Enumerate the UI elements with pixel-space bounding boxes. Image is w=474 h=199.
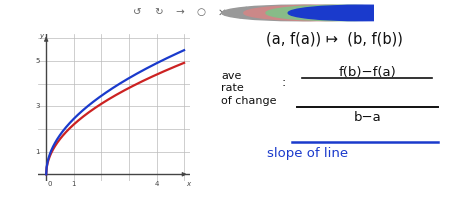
Circle shape bbox=[288, 5, 436, 21]
Text: ○: ○ bbox=[196, 7, 205, 18]
Text: 4: 4 bbox=[155, 181, 159, 187]
Text: y: y bbox=[39, 33, 43, 39]
Circle shape bbox=[266, 5, 414, 21]
Text: ↻: ↻ bbox=[155, 7, 163, 18]
Text: ave
rate
of change: ave rate of change bbox=[221, 71, 277, 106]
Text: ↺: ↺ bbox=[134, 7, 142, 18]
Text: :: : bbox=[282, 76, 286, 89]
Text: (a, f(a)) ↦  (b, f(b)): (a, f(a)) ↦ (b, f(b)) bbox=[266, 31, 403, 46]
Circle shape bbox=[222, 5, 370, 21]
Text: 5: 5 bbox=[36, 58, 40, 64]
Text: x: x bbox=[186, 181, 190, 187]
Text: 0: 0 bbox=[47, 181, 52, 187]
Text: ▣: ▣ bbox=[259, 7, 268, 18]
Text: ✕: ✕ bbox=[217, 7, 226, 18]
Text: 1: 1 bbox=[72, 181, 76, 187]
Text: b−a: b−a bbox=[354, 111, 381, 124]
Text: f(b)−f(a): f(b)−f(a) bbox=[338, 66, 396, 79]
Text: 1: 1 bbox=[36, 149, 40, 155]
Text: ╱: ╱ bbox=[239, 7, 246, 18]
Text: 3: 3 bbox=[36, 103, 40, 109]
Text: slope of line: slope of line bbox=[267, 147, 348, 160]
Circle shape bbox=[244, 5, 392, 21]
Text: →: → bbox=[175, 7, 184, 18]
